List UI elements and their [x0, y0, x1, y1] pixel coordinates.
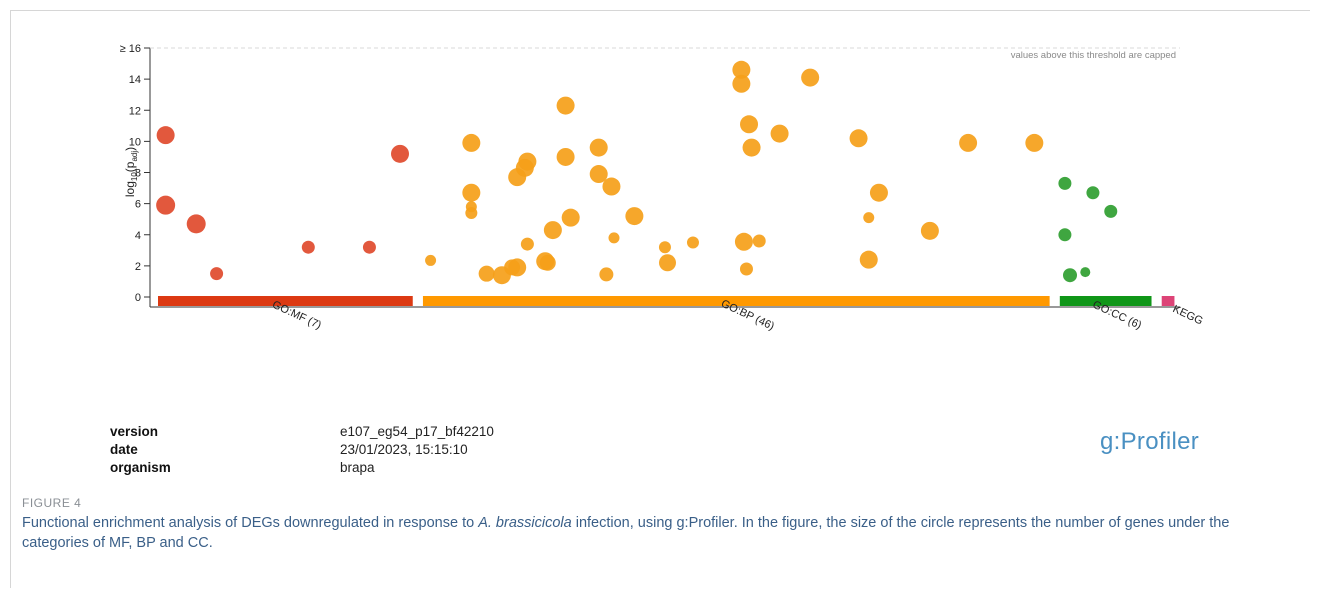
point-bp [770, 124, 789, 143]
category-bar-kegg [1161, 296, 1175, 306]
point-mf [156, 195, 176, 215]
caption-species: A. brassicicola [478, 515, 572, 531]
point-mf [301, 240, 315, 254]
meta-row-date: date 23/01/2023, 15:15:10 [110, 441, 494, 459]
meta-key: organism [110, 460, 171, 475]
gprofiler-logo: g:Profiler [1100, 428, 1200, 455]
meta-key: version [110, 424, 159, 439]
point-bp [589, 165, 608, 184]
point-bp [556, 147, 575, 166]
point-cc [1080, 267, 1091, 278]
point-bp [849, 129, 868, 148]
point-mf [362, 240, 376, 254]
point-bp [863, 212, 875, 224]
category-label-kegg: KEGG [1171, 303, 1205, 327]
point-cc [1058, 176, 1072, 190]
point-bp [462, 133, 481, 152]
point-bp [658, 241, 671, 254]
figure-label: FIGURE 4 [22, 496, 82, 510]
manhattan-plot: 0 2 4 6 8 10 12 14 ≥ 16 values above this thresho… [120, 43, 1205, 333]
meta-value: e107_eg54_p17_bf42210 [340, 424, 494, 439]
point-bp [732, 60, 751, 79]
point-bp [659, 254, 676, 272]
point-mf [156, 126, 175, 145]
y-tick-label: ≥ 16 [120, 43, 141, 55]
point-bp [869, 183, 888, 202]
point-bp [742, 138, 761, 157]
caption-text: Functional enrichment analysis of DEGs d… [22, 515, 479, 531]
point-bp [625, 207, 644, 226]
point-bp [539, 254, 556, 271]
category-bar-bp [422, 296, 1050, 306]
figure-frame [10, 10, 1310, 588]
threshold-note: values above this threshold are capped [1011, 50, 1176, 61]
point-bp [599, 267, 614, 282]
point-bp [920, 221, 939, 240]
point-bp [740, 115, 759, 134]
y-tick-label: 12 [129, 105, 141, 117]
y-tick-label: 4 [135, 230, 141, 242]
meta-key: date [110, 442, 138, 457]
point-bp [425, 254, 437, 266]
point-cc [1104, 204, 1118, 218]
point-cc [1063, 268, 1078, 283]
point-cc [1086, 186, 1100, 200]
point-bp [1025, 133, 1044, 152]
point-bp [520, 237, 534, 251]
y-tick-label: 6 [135, 199, 141, 211]
y-tick-label: 8 [135, 168, 141, 180]
y-tick-label: 10 [129, 136, 141, 148]
metadata-table: version e107_eg54_p17_bf42210 date 23/01… [110, 423, 494, 477]
point-bp [508, 258, 527, 277]
point-mf [186, 214, 206, 234]
point-bp [465, 206, 478, 219]
point-bp [478, 265, 495, 282]
meta-value: 23/01/2023, 15:15:10 [340, 442, 468, 457]
figure-caption: Functional enrichment analysis of DEGs d… [22, 513, 1292, 553]
point-bp [462, 183, 481, 202]
y-tick-label: 0 [135, 292, 141, 304]
point-bp [589, 138, 608, 157]
point-mf [391, 144, 410, 163]
category-bar-cc [1059, 296, 1152, 306]
point-cc [1058, 228, 1072, 242]
point-bp [732, 74, 751, 93]
point-bp [561, 208, 580, 227]
point-bp [734, 232, 753, 251]
y-axis-label: log10(padj) [123, 147, 139, 197]
point-bp [752, 234, 766, 248]
point-bp [608, 232, 620, 244]
point-mf [210, 267, 224, 281]
y-tick-label: 2 [135, 261, 141, 273]
point-bp [739, 262, 753, 276]
point-bp [518, 152, 537, 171]
category-bar-mf [158, 296, 413, 306]
point-bp [556, 96, 575, 115]
point-bp [543, 221, 562, 240]
y-tick-label: 14 [129, 74, 141, 86]
point-bp [801, 68, 820, 87]
point-bp [602, 177, 621, 196]
meta-row-organism: organism brapa [110, 459, 494, 477]
point-bp [686, 236, 699, 249]
point-bp [859, 250, 878, 269]
meta-row-version: version e107_eg54_p17_bf42210 [110, 423, 494, 441]
caption-text-rest: infection, using g:Profiler. In the figu… [22, 515, 1230, 551]
meta-value: brapa [340, 460, 375, 475]
point-bp [959, 133, 978, 152]
